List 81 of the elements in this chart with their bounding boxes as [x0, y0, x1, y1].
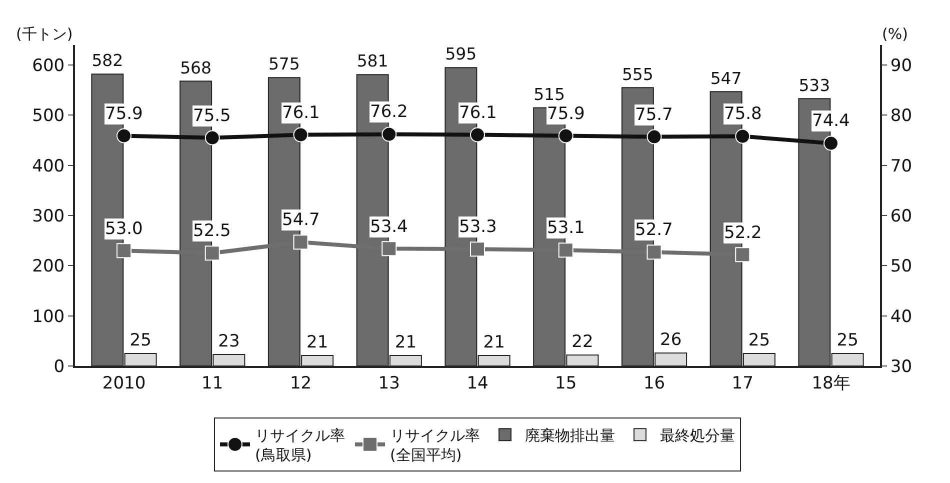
data-label: 25 — [130, 330, 152, 350]
y2-tick-label: 40 — [890, 306, 912, 327]
y2-tick-label: 50 — [890, 256, 912, 277]
data-label: 74.4 — [812, 111, 850, 131]
y-tick-label: 0 — [54, 356, 65, 377]
point — [735, 247, 750, 262]
legend-label: 最終処分量 — [660, 426, 735, 444]
data-label: 75.7 — [635, 105, 673, 125]
data-label: 555 — [622, 64, 654, 84]
data-label: 582 — [92, 51, 124, 70]
x-tick-label: 14 — [466, 373, 488, 394]
data-label: 595 — [445, 44, 477, 64]
x-tick-label: 2010 — [102, 373, 146, 394]
y2-tick-label: 90 — [890, 56, 912, 76]
x-tick-label: 17 — [732, 373, 754, 394]
data-label: 54.7 — [282, 210, 320, 230]
data-label: 53.0 — [105, 219, 143, 239]
legend-label: リサイクル率 (鳥取県) — [255, 426, 345, 464]
y-tick-label: 300 — [32, 206, 65, 226]
x-tick-label: 11 — [202, 373, 224, 394]
x-tick-label: 15 — [555, 373, 577, 394]
data-label: 515 — [534, 84, 566, 104]
data-label: 568 — [180, 58, 212, 78]
data-label: 547 — [710, 68, 742, 88]
x-tick-label: 13 — [378, 373, 400, 394]
point — [824, 136, 838, 151]
data-label: 53.1 — [547, 218, 585, 238]
data-label: 21 — [483, 332, 505, 352]
data-label: 26 — [660, 330, 682, 350]
data-label: 25 — [836, 330, 858, 350]
data-label: 53.4 — [370, 217, 408, 237]
data-label: 52.5 — [193, 221, 231, 241]
data-label: 75.5 — [193, 106, 231, 126]
data-label: 21 — [394, 332, 417, 352]
point — [293, 234, 308, 250]
data-label: 575 — [268, 54, 300, 74]
data-label: 52.2 — [724, 223, 762, 243]
point — [116, 128, 132, 144]
point — [646, 244, 662, 260]
point — [382, 241, 397, 256]
point — [470, 242, 485, 257]
data-label: 25 — [748, 330, 770, 350]
legend-label: リサイクル率 (全国平均) — [390, 426, 480, 464]
point — [735, 128, 750, 144]
x-tick-label: 18年 — [812, 373, 850, 394]
data-label: 76.2 — [370, 102, 408, 122]
data-label: 75.9 — [547, 104, 585, 124]
data-label: 75.9 — [105, 104, 143, 124]
legend-label: 廃棄物排出量 — [525, 426, 615, 444]
point — [293, 127, 308, 142]
y-tick-label: 100 — [32, 306, 65, 327]
point — [204, 246, 220, 261]
data-label: 22 — [572, 332, 594, 352]
data-label: 75.8 — [724, 104, 762, 124]
point — [204, 130, 220, 146]
point — [558, 128, 574, 144]
y-tick-label: 200 — [32, 256, 65, 277]
data-label: 76.1 — [459, 103, 497, 123]
data-label: 53.3 — [459, 217, 497, 237]
x-tick-label: 12 — [290, 373, 312, 394]
y-tick-label: 600 — [32, 56, 65, 76]
data-label: 21 — [306, 332, 328, 352]
data-label: 52.7 — [635, 220, 673, 240]
y2-axis-title: (%) — [882, 25, 908, 43]
point — [470, 127, 485, 142]
data-label: 533 — [798, 76, 830, 95]
y-axis-title: (千トン) — [16, 25, 73, 43]
y2-tick-label: 70 — [890, 156, 912, 176]
y2-tick-label: 80 — [890, 106, 912, 126]
point — [646, 129, 662, 144]
y2-tick-label: 60 — [890, 206, 912, 226]
y-tick-label: 500 — [32, 106, 65, 126]
data-label: 76.1 — [282, 103, 320, 123]
y2-tick-label: 30 — [890, 356, 912, 377]
data-label: 581 — [356, 52, 388, 71]
data-label: 23 — [218, 331, 240, 352]
point — [382, 126, 397, 142]
point — [116, 243, 132, 258]
point — [558, 242, 574, 258]
x-tick-label: 16 — [643, 373, 666, 394]
y-tick-label: 400 — [32, 156, 65, 176]
